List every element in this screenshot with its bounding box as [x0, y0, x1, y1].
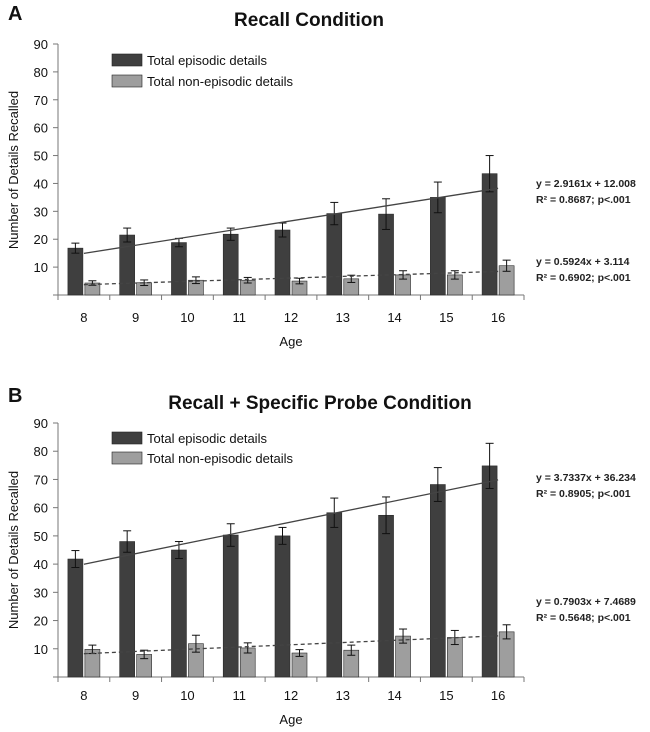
y-tick-label: 60 [34, 501, 48, 516]
y-axis-label: Number of Details Recalled [6, 471, 21, 629]
legend-label-episodic: Total episodic details [147, 53, 267, 68]
y-tick-label: 90 [34, 37, 48, 52]
x-tick-label: 15 [439, 310, 453, 325]
y-tick-label: 40 [34, 176, 48, 191]
legend-swatch-episodic [111, 431, 143, 445]
y-tick-label: 30 [34, 204, 48, 219]
x-tick-label: 13 [336, 310, 350, 325]
trend-equation: y = 0.7903x + 7.4689 [536, 596, 636, 608]
y-tick-label: 20 [34, 232, 48, 247]
y-tick-label: 80 [34, 65, 48, 80]
trendline-episodic [83, 479, 499, 565]
legend-label-non-episodic: Total non-episodic details [147, 451, 293, 466]
bar-episodic [274, 229, 291, 296]
x-tick-label: 14 [387, 310, 401, 325]
bar-episodic [67, 558, 84, 678]
x-tick-label: 11 [232, 688, 246, 703]
bar-episodic [430, 484, 446, 678]
x-tick-label: 11 [232, 310, 246, 325]
bar-episodic [274, 535, 291, 678]
y-axis-label: Number of Details Recalled [6, 91, 21, 249]
y-tick-label: 10 [34, 260, 48, 275]
x-tick-label: 12 [284, 688, 298, 703]
bar-episodic [326, 213, 343, 296]
x-tick-label: 16 [491, 688, 505, 703]
y-tick-label: 50 [34, 529, 48, 544]
bar-episodic [119, 541, 135, 678]
x-tick-label: 10 [180, 688, 194, 703]
x-axis-label: Age [279, 712, 302, 727]
bar-episodic [481, 465, 498, 678]
trend-equation: y = 2.9161x + 12.008 [536, 178, 636, 190]
y-tick-label: 50 [34, 149, 48, 164]
x-tick-label: 15 [439, 688, 453, 703]
x-tick-label: 9 [132, 310, 139, 325]
x-tick-label: 8 [80, 310, 87, 325]
y-tick-label: 20 [34, 614, 48, 629]
x-axis-label: Age [279, 334, 302, 349]
bar-episodic [171, 242, 187, 296]
bar-episodic [326, 512, 343, 678]
bar-episodic [378, 514, 394, 678]
x-tick-label: 12 [284, 310, 298, 325]
x-tick-label: 9 [132, 688, 139, 703]
panel-letter: B [8, 385, 22, 407]
x-tick-label: 13 [336, 688, 350, 703]
legend-label-episodic: Total episodic details [147, 431, 267, 446]
bar-episodic [119, 234, 135, 296]
trend-equation: y = 0.5924x + 3.114 [536, 256, 630, 268]
panel-a: A Recall Condition 10 20 30 40 50 60 70 80 90 8 9 10 1… [6, 3, 636, 349]
trendline-non-episodic [83, 270, 499, 286]
y-tick-label: 70 [34, 472, 48, 487]
x-tick-label: 8 [80, 688, 87, 703]
y-tick-label: 70 [34, 93, 48, 108]
y-tick-label: 80 [34, 444, 48, 459]
chart-title: Recall Condition [234, 10, 384, 31]
y-tick-label: 10 [34, 642, 48, 657]
trend-equation: y = 3.7337x + 36.234 [536, 472, 636, 484]
x-tick-label: 16 [491, 310, 505, 325]
trendline-episodic [83, 187, 499, 255]
bar-episodic [222, 233, 239, 296]
trend-r2: R² = 0.6902; p<.001 [536, 272, 631, 284]
x-tick-label: 14 [387, 688, 401, 703]
legend-label-non-episodic: Total non-episodic details [147, 74, 293, 89]
legend-swatch-episodic [111, 53, 143, 67]
y-tick-label: 30 [34, 585, 48, 600]
trend-r2: R² = 0.5648; p<.001 [536, 612, 631, 624]
chart-title: Recall + Specific Probe Condition [168, 393, 472, 414]
x-tick-label: 10 [180, 310, 194, 325]
panel-letter: A [8, 3, 22, 25]
trendline-non-episodic [83, 635, 499, 655]
y-tick-label: 60 [34, 121, 48, 136]
legend-swatch-non-episodic [111, 451, 143, 465]
legend-swatch-non-episodic [111, 74, 143, 88]
bar-episodic [222, 534, 239, 678]
y-tick-label: 40 [34, 557, 48, 572]
trend-r2: R² = 0.8687; p<.001 [536, 194, 631, 206]
bar-episodic [171, 549, 187, 678]
y-tick-label: 90 [34, 416, 48, 431]
trend-r2: R² = 0.8905; p<.001 [536, 488, 631, 500]
bar-episodic [67, 247, 84, 296]
panel-b: B Recall + Specific Probe Condition 10 20 30… [6, 385, 636, 727]
